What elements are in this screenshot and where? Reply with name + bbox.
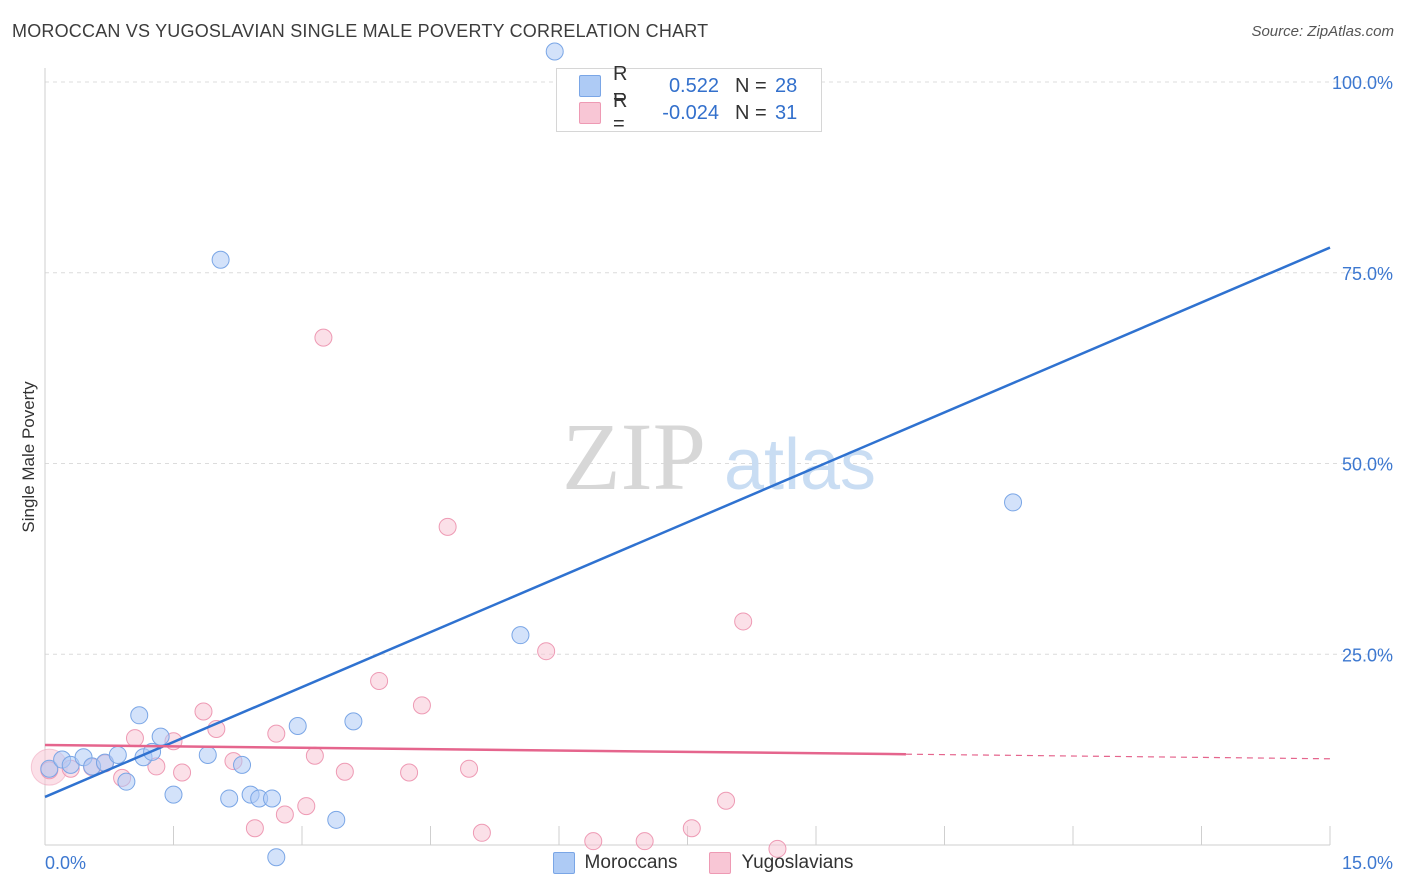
legend-label-yugoslavians: Yugoslavians [741, 852, 854, 873]
moroccan-point [108, 745, 127, 764]
correlation-legend: R = 0.522 N = 28 R = -0.024 N = 31 [556, 63, 822, 135]
yugoslavian-point [768, 839, 787, 858]
moroccan-point [151, 727, 170, 746]
legend-swatch-pink [709, 852, 732, 874]
yugoslavian-point [400, 763, 419, 782]
moroccan-point [263, 789, 282, 808]
legend-row-yugoslavians: R = -0.024 N = 31 [579, 90, 798, 135]
legend-n-value: 31 [775, 101, 798, 124]
moroccan-point [545, 42, 564, 61]
moroccan-point [267, 848, 286, 867]
legend-n-label: N = [735, 101, 767, 124]
moroccan-point [288, 716, 307, 735]
yugoslavian-point [438, 517, 457, 536]
tick-labels: 25.0% 50.0% 75.0% 100.0% 0.0% 15.0% [45, 73, 1393, 873]
yugoslavian-point [125, 729, 144, 748]
legend-item-yugoslavians[interactable]: Yugoslavians [709, 852, 853, 874]
yugoslavian-point [584, 832, 603, 851]
y-tick-label: 50.0% [1342, 455, 1393, 475]
moroccan-point [40, 759, 59, 778]
grid-lines [45, 81, 1392, 655]
chart-title: MOROCCAN VS YUGOSLAVIAN SINGLE MALE POVE… [12, 21, 709, 41]
yugoslavian-point [335, 762, 354, 781]
yugoslavian-point [682, 819, 701, 838]
yugoslavian-trend-extension [905, 753, 1331, 760]
moroccan-points [40, 42, 1023, 867]
x-tick-label-min: 0.0% [45, 853, 86, 873]
legend-r-value: 0.522 [668, 74, 719, 97]
moroccan-point [198, 745, 217, 764]
y-axis-label: Single Male Poverty [19, 381, 38, 533]
yugoslavian-point [370, 671, 389, 690]
source-label: Source: ZipAtlas.com [1251, 23, 1394, 40]
yugoslavian-point [173, 763, 192, 782]
watermark: ZIP atlas [562, 403, 876, 510]
yugoslavian-point [460, 759, 479, 778]
moroccan-point [117, 772, 136, 791]
y-tick-label: 100.0% [1332, 73, 1393, 93]
series-legend: Moroccans Yugoslavians [0, 852, 1406, 874]
watermark-atlas: atlas [724, 425, 876, 505]
yugoslavian-point [412, 696, 431, 715]
legend-swatch-blue [579, 75, 601, 97]
yugoslavian-trend-line [44, 743, 906, 756]
yugoslavian-point [734, 612, 753, 631]
moroccan-point [344, 712, 363, 731]
legend-item-moroccans[interactable]: Moroccans [552, 852, 678, 874]
legend-r-value: -0.024 [662, 101, 719, 124]
moroccan-point [130, 706, 149, 725]
legend-swatch-blue [552, 852, 575, 874]
legend-r-label: R = [613, 90, 628, 135]
watermark-zip: ZIP [562, 403, 706, 510]
yugoslavian-point [472, 823, 491, 842]
yugoslavian-point [717, 791, 736, 810]
x-tick-label-max: 15.0% [1342, 853, 1393, 873]
trend-lines [44, 246, 1331, 799]
legend-n-value: 28 [775, 74, 798, 97]
moroccan-point [1004, 493, 1023, 512]
yugoslavian-point [537, 642, 556, 661]
legend-label-moroccans: Moroccans [584, 852, 678, 873]
yugoslavian-point [267, 724, 286, 743]
legend-row-moroccans: R = 0.522 N = 28 [579, 63, 798, 108]
moroccan-point [327, 810, 346, 829]
yugoslavian-point [245, 819, 264, 838]
moroccan-point [233, 755, 252, 774]
legend-n-label: N = [735, 74, 767, 97]
moroccan-point [220, 789, 239, 808]
yugoslavian-point [194, 702, 213, 721]
y-tick-label: 75.0% [1342, 264, 1393, 284]
yugoslavian-point [275, 805, 294, 824]
legend-r-label: R = [613, 63, 628, 108]
yugoslavian-point [314, 328, 333, 347]
axes [44, 68, 1331, 846]
moroccan-point [164, 785, 183, 804]
yugoslavian-point [297, 797, 316, 816]
legend-swatch-pink [579, 102, 601, 124]
y-tick-label: 25.0% [1342, 645, 1393, 665]
moroccan-trend-line [44, 246, 1331, 799]
yugoslavian-point [635, 832, 654, 851]
yugoslavian-point [305, 746, 324, 765]
moroccan-point [211, 250, 230, 269]
moroccan-point [511, 626, 530, 645]
